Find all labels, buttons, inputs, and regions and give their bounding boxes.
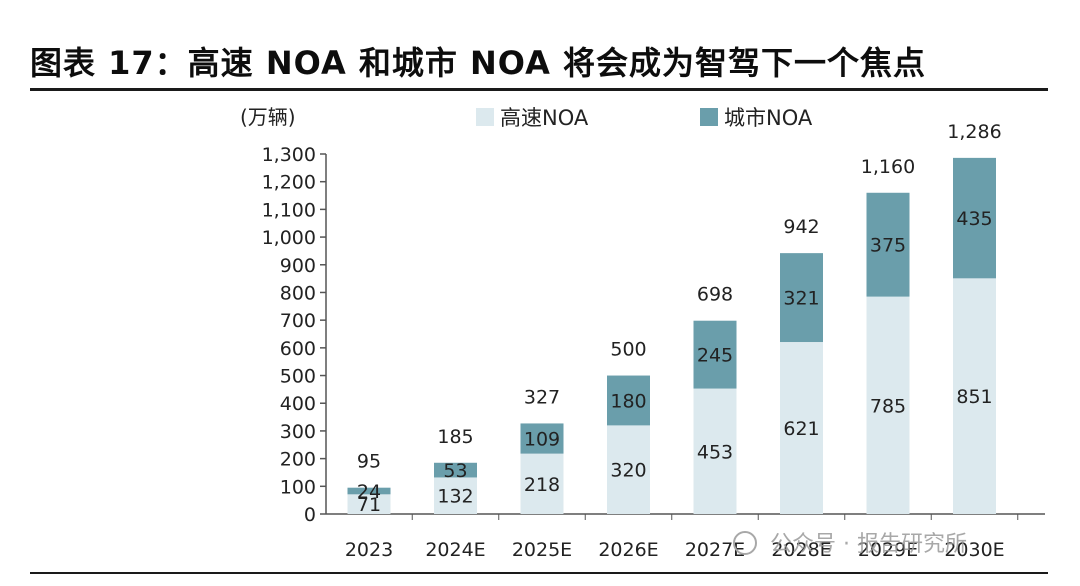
label-highway-2025E: 218 xyxy=(524,474,560,496)
y-tick-label: 500 xyxy=(280,366,316,388)
y-tick-label: 900 xyxy=(280,255,316,277)
label-highway-2026E: 320 xyxy=(610,460,646,482)
bar-city-2023 xyxy=(347,487,391,495)
legend-label-city: 城市NOA xyxy=(724,106,813,130)
bar-highway-2026E xyxy=(607,425,650,514)
bar-highway-2027E xyxy=(693,388,737,514)
y-tick-label: 800 xyxy=(280,282,316,304)
x-tick-label-2024E: 2024E xyxy=(425,539,485,561)
y-tick-label: 700 xyxy=(280,310,316,332)
bar-highway-2024E xyxy=(434,477,477,514)
label-city-2030E: 435 xyxy=(956,208,992,230)
legend-swatch-highway xyxy=(476,108,494,126)
label-highway-2028E: 621 xyxy=(783,418,819,440)
label-total-2026E: 500 xyxy=(610,339,646,361)
legend-swatch-city xyxy=(700,108,718,126)
x-tick-label-2030E: 2030E xyxy=(944,539,1004,561)
x-tick-label-2025E: 2025E xyxy=(512,539,572,561)
y-tick-label: 600 xyxy=(280,338,316,360)
y-tick-label: 1,000 xyxy=(262,227,316,249)
y-tick-label: 1,300 xyxy=(262,144,316,166)
label-total-2023: 95 xyxy=(357,451,381,473)
y-unit-label: (万辆) xyxy=(240,105,296,129)
x-tick-label-2029E: 2029E xyxy=(858,539,918,561)
label-highway-2027E: 453 xyxy=(697,441,733,463)
chart-title: 图表 17：高速 NOA 和城市 NOA 将会成为智驾下一个焦点 xyxy=(30,44,927,82)
bar-highway-2030E xyxy=(953,278,996,514)
label-city-2029E: 375 xyxy=(870,235,906,257)
x-tick-label-2026E: 2026E xyxy=(598,539,658,561)
legend-label-highway: 高速NOA xyxy=(500,106,589,130)
bar-city-2029E xyxy=(866,192,910,297)
label-city-2028E: 321 xyxy=(783,288,819,310)
bar-city-2027E xyxy=(693,320,737,389)
label-highway-2024E: 132 xyxy=(437,486,473,508)
y-tick-label: 400 xyxy=(280,393,316,415)
label-highway-2030E: 851 xyxy=(956,386,992,408)
label-city-2025E: 109 xyxy=(524,429,560,451)
y-tick-label: 1,200 xyxy=(262,172,316,194)
bar-city-2024E xyxy=(434,462,477,478)
label-total-2030E: 1,286 xyxy=(947,121,1001,143)
bar-city-2026E xyxy=(607,375,650,426)
label-city-2023: 24 xyxy=(357,481,381,503)
bar-highway-2025E xyxy=(520,453,564,514)
label-total-2028E: 942 xyxy=(783,216,819,238)
x-tick-label-2023: 2023 xyxy=(345,539,393,561)
y-tick-label: 100 xyxy=(280,476,316,498)
bar-city-2028E xyxy=(780,253,823,343)
label-total-2025E: 327 xyxy=(524,386,560,408)
label-total-2029E: 1,160 xyxy=(861,156,915,178)
label-city-2027E: 245 xyxy=(697,345,733,367)
watermark-text: 公众号 · 报告研究所 xyxy=(770,532,967,557)
y-tick-label: 0 xyxy=(304,504,316,526)
y-tick-label: 300 xyxy=(280,421,316,443)
label-city-2024E: 53 xyxy=(443,460,467,482)
bar-city-2025E xyxy=(520,423,564,454)
bar-city-2030E xyxy=(953,157,996,279)
label-total-2024E: 185 xyxy=(437,426,473,448)
x-tick-label-2028E: 2028E xyxy=(771,539,831,561)
label-city-2026E: 180 xyxy=(610,390,646,412)
y-tick-label: 200 xyxy=(280,449,316,471)
bar-highway-2028E xyxy=(780,342,823,514)
bar-highway-2029E xyxy=(866,296,910,514)
label-total-2027E: 698 xyxy=(697,284,733,306)
bar-highway-2023 xyxy=(347,494,391,514)
y-tick-label: 1,100 xyxy=(262,199,316,221)
watermark-logo-icon xyxy=(733,531,757,555)
top-rule xyxy=(30,88,1048,91)
x-tick-label-2027E: 2027E xyxy=(685,539,745,561)
label-highway-2023: 71 xyxy=(357,494,381,516)
bottom-rule xyxy=(30,572,1048,574)
label-highway-2029E: 785 xyxy=(870,395,906,417)
